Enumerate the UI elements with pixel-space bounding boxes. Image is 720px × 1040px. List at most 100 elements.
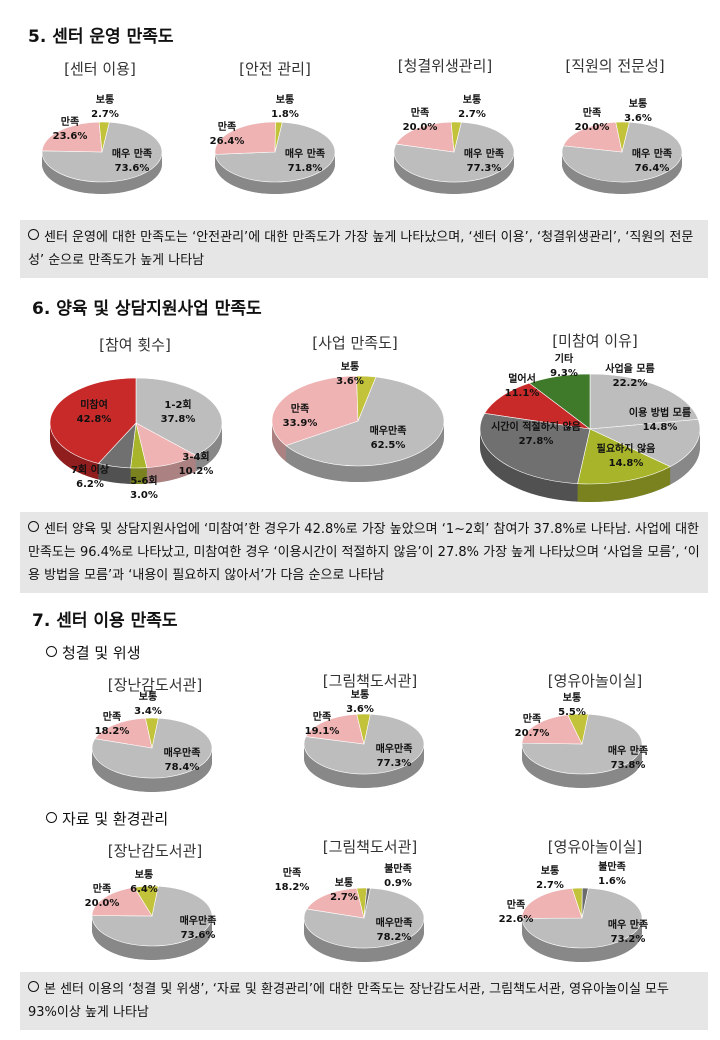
pie-slice-side <box>577 466 671 502</box>
pie-slice <box>567 713 589 745</box>
svg-text:매우만족: 매우만족 <box>376 916 413 929</box>
svg-text:2.7%: 2.7% <box>536 880 564 891</box>
chart-title-center-use: [센터 이용] <box>64 60 136 78</box>
svg-text:0.9%: 0.9% <box>384 878 412 889</box>
pie-slice <box>135 377 223 456</box>
svg-text:이용 방법 모름: 이용 방법 모름 <box>629 406 691 419</box>
svg-text:71.8%: 71.8% <box>288 163 323 174</box>
pie-chart-playroom-hygiene: 매우 만족 73.8% 만족 20.7% 보통 5.5% <box>515 692 648 790</box>
svg-text:만족: 만족 <box>411 106 429 119</box>
pie-slice-label: 3-4회 10.2% <box>179 450 214 477</box>
pie-slice-label: 보통 2.7% <box>536 865 564 891</box>
pie-slice-label: 만족 20.0% <box>85 882 120 909</box>
pie-slice-label: 불만족 0.9% <box>384 862 412 889</box>
pie-slice-label: 매우만족 62.5% <box>370 424 407 451</box>
pie-slice <box>356 375 377 422</box>
pie-slice-side <box>480 429 578 502</box>
pie-svg: 매우만족 62.5% 만족 33.9% 보통 3.6% <box>271 361 445 482</box>
svg-text:73.2%: 73.2% <box>611 934 646 945</box>
pie-svg: 매우 만족 76.4% 만족 20.0% 보통 3.6% <box>561 98 683 194</box>
section-6-note: 센터 양육 및 상담지원사업에 ‘미참여’한 경우가 42.8%로 가장 높았으… <box>20 512 708 593</box>
pie-slice-label: 시간이 적절하지 않음 27.8% <box>491 420 581 447</box>
svg-text:보통: 보통 <box>335 877 353 889</box>
section-6-title: 6. 양육 및 상담지원사업 만족도 <box>32 299 262 319</box>
svg-text:20.0%: 20.0% <box>85 898 120 909</box>
svg-text:보통: 보통 <box>276 94 294 106</box>
svg-text:만족: 만족 <box>283 866 301 879</box>
bullet-circle-icon <box>28 521 39 532</box>
pie-slice-side <box>304 918 424 962</box>
pie-chart-playroom-materials: 매우 만족 73.2% 만족 22.6% 보통 2.7% 불만족 1.6% <box>499 860 648 964</box>
pie-svg: 매우 만족 73.8% 만족 20.7% 보통 5.5% <box>515 692 648 788</box>
svg-text:만족: 만족 <box>507 898 525 911</box>
pie-slice <box>145 717 159 749</box>
svg-text:26.4%: 26.4% <box>210 136 245 147</box>
pie-slice <box>274 121 283 153</box>
pie-slice-label: 멀어서 11.1% <box>505 372 540 399</box>
pie-slice-side <box>304 744 424 788</box>
svg-text:필요하지 않음: 필요하지 않음 <box>597 442 656 455</box>
chart-title-participation: [참여 횟수] <box>99 336 171 354</box>
pie-slice-label: 만족 18.2% <box>95 710 130 737</box>
pie-slice <box>356 713 371 745</box>
subsection-hygiene-label: 청결 및 위생 <box>62 644 141 662</box>
pie-slice <box>450 121 462 153</box>
pie-slice <box>306 887 365 919</box>
pie-slice-label: 매우만족 73.6% <box>180 914 217 941</box>
svg-text:20.0%: 20.0% <box>403 122 438 133</box>
svg-text:2.7%: 2.7% <box>91 109 119 120</box>
svg-text:매우만족: 매우만족 <box>180 914 217 927</box>
pie-slice-side <box>394 152 514 194</box>
pie-chart-program-satisfaction: 매우만족 62.5% 만족 33.9% 보통 3.6% <box>270 361 446 484</box>
pie-slice-label: 보통 1.8% <box>271 94 299 120</box>
pie-svg: 1-2회 37.8% 3-4회 10.2% 5-6회 3.0% 7회 이상 6.2% 미참여 42… <box>49 377 223 501</box>
pie-slice-side <box>146 455 196 484</box>
svg-text:62.5%: 62.5% <box>371 440 406 451</box>
svg-text:보통: 보통 <box>629 98 647 110</box>
svg-text:불만족: 불만족 <box>384 862 412 875</box>
subsection-materials-label: 자료 및 환경관리 <box>62 810 169 828</box>
pie-slice-label: 매우 만족 77.3% <box>464 147 504 174</box>
svg-text:만족: 만족 <box>61 115 79 128</box>
chart-title-toy-library-b: [장난감도서관] <box>107 842 203 860</box>
pie-slice <box>588 419 701 467</box>
pie-slice-label: 매우만족 78.2% <box>376 916 413 943</box>
bullet-circle-icon <box>46 646 57 657</box>
svg-text:보통: 보통 <box>541 865 559 877</box>
svg-text:37.8%: 37.8% <box>161 414 196 425</box>
section-5-note: 센터 운영에 대한 만족도는 ‘안전관리’에 대한 만족도가 가장 높게 나타났… <box>20 220 708 278</box>
svg-text:3.0%: 3.0% <box>130 490 158 501</box>
svg-text:만족: 만족 <box>103 710 121 723</box>
svg-text:22.2%: 22.2% <box>613 378 648 389</box>
svg-text:10.2%: 10.2% <box>179 466 214 477</box>
bullet-circle-icon <box>28 981 39 992</box>
pie-slice <box>49 377 137 464</box>
pie-slice-label: 불만족 1.6% <box>598 860 626 887</box>
svg-text:기타: 기타 <box>555 352 574 365</box>
chart-title-staff: [직원의 전문성] <box>565 57 665 75</box>
pie-slice-label: 5-6회 3.0% <box>130 474 158 501</box>
svg-text:시간이 적절하지 않음: 시간이 적절하지 않음 <box>491 420 581 433</box>
svg-text:3.6%: 3.6% <box>346 704 374 715</box>
svg-text:보통: 보통 <box>351 689 369 701</box>
pie-chart-safety: 매우 만족 71.8% 만족 26.4% 보통 1.8% <box>210 94 337 196</box>
pie-slice-label: 사업을 모름 22.2% <box>605 362 654 389</box>
pie-svg: 매우만족 73.6% 만족 20.0% 보통 6.4% <box>85 869 217 960</box>
svg-text:77.3%: 77.3% <box>467 163 502 174</box>
svg-text:2.7%: 2.7% <box>330 892 358 903</box>
svg-text:보통: 보통 <box>341 361 359 373</box>
pie-slice-label: 매우 만족 73.8% <box>608 744 648 771</box>
pie-slice-label: 미참여 42.8% <box>77 398 112 425</box>
pie-slice <box>285 376 445 467</box>
pie-slice-label: 매우만족 78.4% <box>164 746 201 773</box>
svg-text:19.1%: 19.1% <box>305 726 340 737</box>
pie-slice-label: 만족 22.6% <box>499 898 534 925</box>
svg-text:3.6%: 3.6% <box>336 376 364 387</box>
pie-slice-label: 보통 3.6% <box>336 361 364 387</box>
pie-slice-label: 매우 만족 76.4% <box>632 147 672 174</box>
pie-slice-label: 만족 19.1% <box>305 710 340 737</box>
pie-slice <box>581 887 589 919</box>
section-5-note-text: 센터 운영에 대한 만족도는 ‘안전관리’에 대한 만족도가 가장 높게 나타났… <box>28 230 694 268</box>
pie-slice-side <box>92 916 212 960</box>
pie-slice-side <box>272 421 286 462</box>
